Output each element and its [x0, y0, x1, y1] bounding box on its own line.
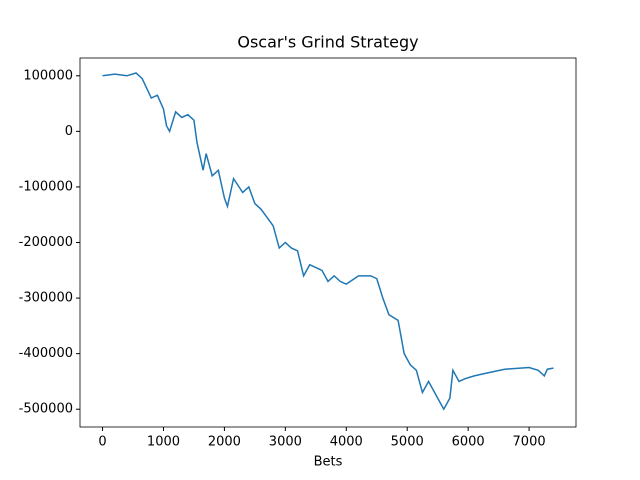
- plot-frame: [79, 57, 577, 428]
- y-tick-label: -100000: [19, 179, 73, 194]
- y-tick-label: -500000: [19, 402, 73, 417]
- x-tick-label: 3000: [269, 435, 302, 450]
- x-tick-label: 1000: [147, 435, 180, 450]
- x-tick-label: 2000: [208, 435, 241, 450]
- x-tick-label: 5000: [391, 435, 424, 450]
- x-tick-label: 0: [98, 435, 106, 450]
- chart-title: Oscar's Grind Strategy: [237, 33, 418, 52]
- y-tick-label: 100000: [23, 68, 73, 83]
- y-tick-label: -200000: [19, 235, 73, 250]
- x-tick-label: 4000: [330, 435, 363, 450]
- y-tick-label: -400000: [19, 346, 73, 361]
- x-tick-label: 7000: [513, 435, 546, 450]
- y-tick-label: 0: [65, 124, 73, 139]
- x-axis-label: Bets: [314, 455, 343, 470]
- line: [102, 72, 554, 411]
- x-tick-label: 6000: [452, 435, 485, 450]
- y-tick-label: -300000: [19, 291, 73, 306]
